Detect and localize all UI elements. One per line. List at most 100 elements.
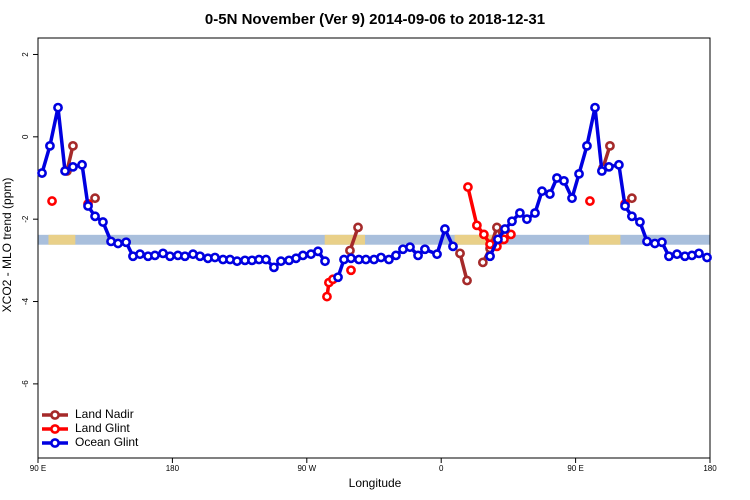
data-point bbox=[463, 182, 473, 192]
data-point bbox=[391, 250, 401, 261]
data-point bbox=[346, 253, 356, 264]
data-point bbox=[590, 102, 600, 113]
data-point bbox=[530, 208, 540, 218]
x-tick-label: 90 E bbox=[30, 464, 46, 473]
data-point bbox=[121, 237, 132, 248]
data-point bbox=[485, 251, 495, 262]
data-point bbox=[448, 241, 458, 252]
data-point bbox=[604, 161, 614, 172]
x-axis-label: Longitude bbox=[349, 476, 402, 490]
data-point bbox=[313, 246, 323, 257]
data-point bbox=[626, 193, 637, 204]
data-point bbox=[479, 229, 489, 240]
data-point bbox=[195, 251, 205, 262]
data-point bbox=[440, 224, 450, 234]
data-point bbox=[98, 217, 108, 227]
data-point bbox=[180, 251, 190, 262]
legend-marker bbox=[50, 410, 60, 420]
data-point bbox=[500, 224, 510, 234]
data-point bbox=[45, 140, 55, 151]
data-point bbox=[68, 161, 78, 172]
data-point bbox=[47, 196, 57, 206]
data-point bbox=[261, 254, 271, 265]
data-point bbox=[68, 140, 78, 151]
data-point bbox=[514, 208, 525, 218]
y-axis-label: XCO2 - MLO trend (ppm) bbox=[0, 178, 14, 313]
data-point bbox=[37, 168, 47, 178]
data-point bbox=[493, 234, 503, 245]
y-tick-label: -4 bbox=[21, 297, 30, 305]
data-point bbox=[384, 254, 394, 265]
data-point bbox=[522, 214, 532, 225]
data-point bbox=[90, 193, 100, 204]
y-tick-label: 2 bbox=[21, 52, 30, 57]
data-point bbox=[694, 248, 704, 259]
data-point bbox=[492, 222, 502, 233]
data-point bbox=[135, 249, 145, 260]
data-point bbox=[471, 220, 482, 231]
data-point bbox=[585, 196, 595, 206]
data-point bbox=[353, 222, 363, 233]
data-point bbox=[506, 229, 516, 240]
data-point bbox=[574, 168, 584, 179]
reference-band bbox=[38, 234, 710, 245]
data-point bbox=[376, 252, 386, 263]
data-point bbox=[269, 262, 279, 273]
data-point bbox=[596, 166, 607, 176]
data-point bbox=[405, 242, 415, 253]
legend-marker bbox=[50, 424, 60, 434]
data-point bbox=[345, 245, 355, 256]
legend-label: Land Nadir bbox=[75, 407, 134, 421]
data-point bbox=[361, 254, 371, 265]
data-point bbox=[83, 201, 93, 211]
data-point bbox=[232, 256, 242, 267]
data-point bbox=[455, 248, 465, 259]
plot-frame bbox=[37, 37, 711, 459]
x-tick-label: 180 bbox=[703, 464, 717, 473]
data-point bbox=[113, 238, 123, 249]
data-point bbox=[537, 186, 547, 197]
y-tick-label: -6 bbox=[21, 380, 30, 388]
data-point bbox=[672, 249, 682, 260]
data-point bbox=[77, 159, 87, 170]
data-point bbox=[298, 250, 308, 261]
chart-title: 0-5N November (Ver 9) 2014-09-06 to 2018… bbox=[205, 11, 545, 28]
data-point bbox=[642, 236, 652, 247]
data-point bbox=[165, 251, 175, 262]
y-tick-label: -2 bbox=[21, 215, 30, 223]
band-highlight bbox=[324, 234, 366, 245]
data-point bbox=[559, 175, 569, 186]
legend-label: Ocean Glint bbox=[75, 435, 139, 449]
band-highlight bbox=[48, 234, 76, 245]
data-point bbox=[60, 166, 70, 176]
y-tick-label: 0 bbox=[21, 134, 30, 139]
band-highlight bbox=[454, 234, 494, 245]
data-point bbox=[507, 216, 517, 227]
data-point bbox=[322, 291, 332, 302]
data-point bbox=[150, 250, 160, 261]
data-point bbox=[432, 249, 442, 260]
data-point bbox=[477, 257, 488, 268]
data-point bbox=[320, 256, 330, 267]
x-tick-label: 180 bbox=[166, 464, 180, 473]
data-point bbox=[276, 256, 286, 267]
data-point bbox=[620, 201, 630, 211]
data-point bbox=[53, 102, 63, 113]
data-point bbox=[664, 251, 674, 262]
legend-label: Land Glint bbox=[75, 421, 130, 435]
data-point bbox=[567, 193, 577, 204]
data-point bbox=[582, 140, 592, 151]
data-point bbox=[614, 159, 624, 170]
data-point bbox=[210, 252, 220, 263]
data-point bbox=[626, 211, 637, 222]
data-point bbox=[413, 250, 423, 261]
data-point bbox=[420, 244, 430, 255]
data-point bbox=[545, 189, 555, 199]
x-tick-label: 90 E bbox=[567, 464, 583, 473]
legend-marker bbox=[50, 438, 60, 448]
data-point bbox=[605, 140, 615, 151]
x-tick-label: 90 W bbox=[297, 464, 316, 473]
data-point bbox=[346, 265, 356, 276]
